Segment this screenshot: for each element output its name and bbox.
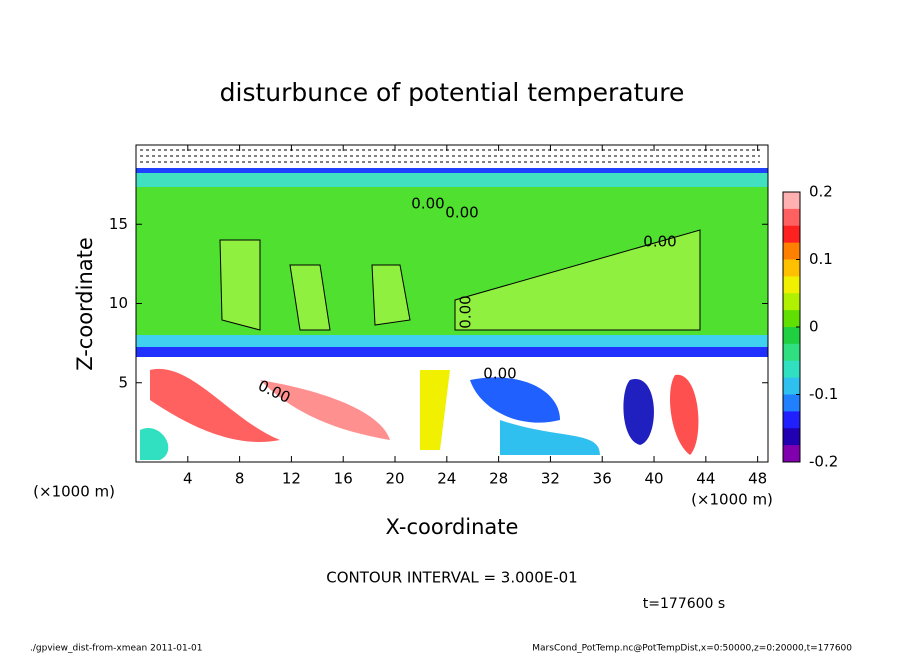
colorbar-band — [783, 208, 800, 227]
y-axis-title: Z-coordinate — [73, 237, 97, 371]
contour-label: 0.00 — [457, 295, 475, 328]
colorbar-band — [783, 377, 800, 395]
contour-label: 0.00 — [445, 204, 478, 222]
contour-label: 0.00 — [643, 233, 676, 251]
field-contour — [219, 229, 701, 331]
field-blob — [140, 427, 169, 460]
x-tick-label: 44 — [696, 470, 715, 488]
colorbar-band — [783, 293, 800, 311]
x-tick-label: 20 — [385, 470, 404, 488]
x-tick-label: 40 — [644, 470, 663, 488]
field-blue-top — [136, 168, 768, 173]
contour-label: 0.00 — [483, 365, 516, 383]
field-blob — [150, 368, 280, 442]
x-tick-label: 28 — [489, 470, 508, 488]
chart-title: disturbunce of potential temperature — [220, 78, 685, 107]
x-tick-label: 32 — [541, 470, 560, 488]
field-cyan-top — [136, 172, 768, 187]
field-blob — [500, 420, 600, 455]
x-tick-label: 16 — [334, 470, 353, 488]
colorbar-tick-label: 0.2 — [809, 183, 833, 201]
colorbar-band — [783, 310, 800, 328]
x-unit: (×1000 m) — [33, 483, 115, 501]
colorbar-tick-label: -0.1 — [809, 385, 838, 403]
field-blue — [136, 347, 768, 357]
field-blob — [260, 380, 390, 440]
colorbar-band — [783, 360, 800, 379]
footer-right: MarsCond_PotTemp.nc@PotTempDist,x=0:5000… — [532, 644, 852, 654]
field-blob — [670, 374, 699, 455]
footer-left: ./gpview_dist-from-xmean 2011-01-01 — [30, 644, 202, 654]
field-blob — [420, 370, 450, 450]
field-blob — [623, 379, 654, 445]
colorbar-band — [783, 276, 800, 294]
x-tick-label: 48 — [748, 470, 767, 488]
colorbar-band — [783, 445, 800, 463]
colorbar-band — [783, 259, 800, 277]
colorbar-tick-label: 0 — [809, 318, 819, 336]
colorbar-band — [783, 394, 800, 412]
x-tick-label: 4 — [183, 470, 193, 488]
colorbar-band — [783, 343, 800, 362]
time-label: t=177600 s — [643, 596, 725, 612]
colorbar-tick-label: -0.2 — [809, 453, 838, 471]
x-tick-label: 8 — [235, 470, 245, 488]
field-blob — [470, 377, 560, 423]
colorbar-tick-label: 0.1 — [809, 250, 833, 268]
y-tick-label: 10 — [109, 294, 128, 312]
x-tick-label: 24 — [437, 470, 456, 488]
y-tick-label: 5 — [118, 373, 128, 391]
x-unit: (×1000 m) — [691, 491, 773, 509]
y-tick-label: 15 — [109, 215, 128, 233]
field-hatch — [140, 149, 760, 163]
colorbar-band — [783, 428, 800, 446]
colorbar-band — [783, 192, 800, 210]
x-tick-label: 36 — [593, 470, 612, 488]
colorbar-band — [783, 327, 800, 345]
field — [136, 145, 768, 462]
colorbar-band — [783, 225, 800, 244]
contour-label: 0.00 — [411, 195, 444, 213]
x-axis-title: X-coordinate — [386, 515, 519, 539]
contour-interval: CONTOUR INTERVAL = 3.000E-01 — [326, 569, 577, 587]
colorbar-band — [783, 242, 800, 260]
field-cyan — [136, 335, 768, 347]
x-tick-label: 12 — [282, 470, 301, 488]
colorbar-band — [783, 411, 800, 429]
